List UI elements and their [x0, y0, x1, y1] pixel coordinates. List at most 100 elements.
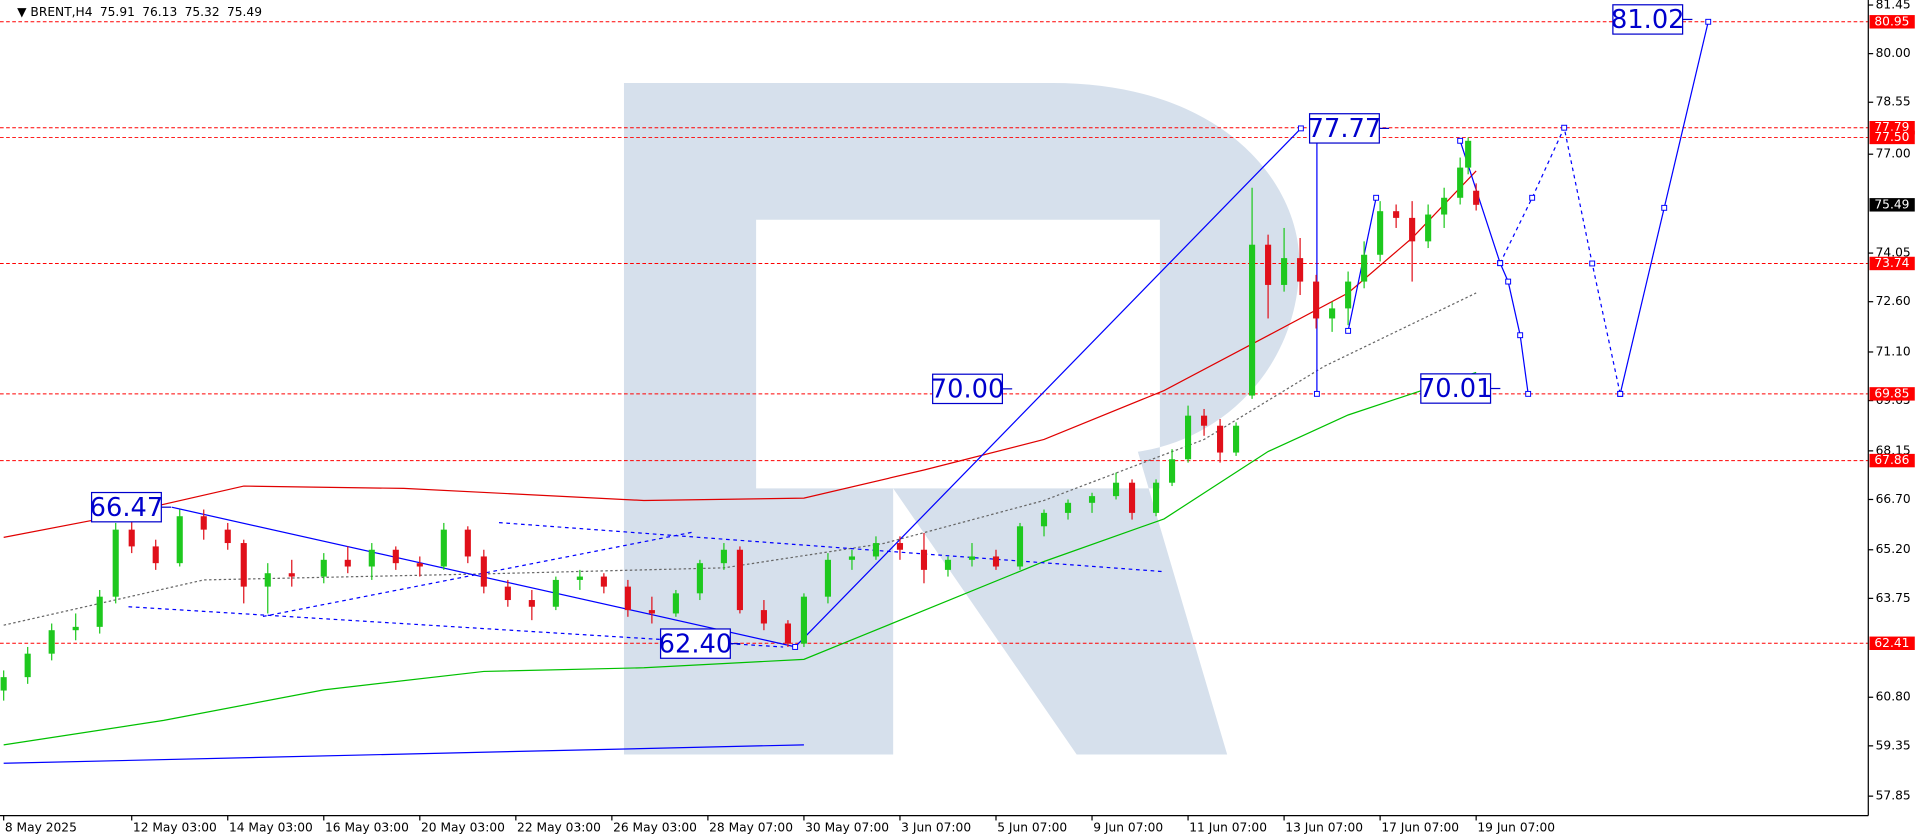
- x-tick-label: 17 Jun 07:00: [1381, 820, 1459, 834]
- candle-body: [848, 556, 856, 560]
- candle-body: [0, 677, 7, 691]
- x-tick-label: 19 Jun 07:00: [1477, 820, 1555, 834]
- candle-body: [464, 529, 471, 557]
- candle-body: [1088, 496, 1096, 503]
- chart-header: ▼ BRENT,H4 75.91 76.13 75.32 75.49: [17, 5, 262, 19]
- annotation-label: 62.40: [659, 629, 733, 659]
- line-vertex: [1529, 194, 1536, 201]
- candle-body: [344, 559, 351, 567]
- x-tick-label: 13 Jun 07:00: [1285, 820, 1363, 834]
- line-vertex: [1297, 125, 1304, 132]
- annotation-label: 70.01: [1419, 374, 1493, 404]
- candle-body: [1217, 425, 1224, 453]
- x-tick-label: 28 May 07:00: [709, 820, 793, 834]
- y-tick-label: 74.05: [1876, 246, 1911, 260]
- candle-body: [240, 543, 247, 587]
- trend-line: [794, 127, 1302, 648]
- candle-body: [1425, 214, 1432, 242]
- y-tick-label: 81.45: [1876, 0, 1911, 12]
- y-tick-label: 57.85: [1876, 789, 1911, 803]
- level-label: 80.95: [1874, 14, 1909, 28]
- x-tick-label: 11 Jun 07:00: [1189, 820, 1267, 834]
- line-vertex: [1313, 390, 1320, 397]
- candle-body: [720, 549, 727, 564]
- candle-body: [992, 556, 1000, 567]
- level-tag: [1869, 453, 1915, 468]
- annotation-label: 66.47: [90, 493, 164, 523]
- candle-body: [1409, 217, 1416, 242]
- candle-body: [368, 549, 375, 567]
- header-arrow: ▼: [17, 5, 30, 19]
- candle-body: [624, 586, 631, 611]
- x-tick-label: 16 May 03:00: [325, 820, 409, 834]
- candle-body: [320, 559, 327, 577]
- level-label: 67.86: [1874, 453, 1909, 467]
- x-tick-label: 14 May 03:00: [229, 820, 313, 834]
- annotation-label: 77.77: [1308, 114, 1382, 144]
- level-tag: [1869, 130, 1915, 145]
- level-tag: [1869, 256, 1915, 271]
- level-label: 77.50: [1874, 130, 1909, 144]
- candle-body: [1361, 254, 1368, 282]
- x-tick-label: 9 Jun 07:00: [1093, 820, 1163, 834]
- y-tick-label: 71.10: [1876, 344, 1911, 358]
- candle-body: [1465, 140, 1472, 168]
- line-vertex: [1457, 137, 1464, 144]
- candle-body: [48, 630, 55, 654]
- candle-body: [200, 516, 207, 530]
- line-vertex: [792, 644, 799, 650]
- candle-body: [1040, 512, 1048, 527]
- x-tick-label: 3 Jun 07:00: [901, 820, 971, 834]
- level-label: 73.74: [1874, 256, 1909, 270]
- level-tag: [1869, 387, 1915, 401]
- candle-body: [1112, 482, 1120, 497]
- candle-body: [1064, 502, 1072, 513]
- candle-body: [440, 529, 447, 567]
- candle-body: [1297, 258, 1304, 282]
- candle-body: [1201, 415, 1208, 426]
- candle-body: [152, 546, 159, 564]
- line-vertex: [1373, 194, 1380, 201]
- y-tick-label: 78.55: [1876, 95, 1911, 109]
- last-price-label: 75.49: [1874, 197, 1909, 211]
- header-close: 75.49: [227, 5, 262, 19]
- x-tick-label: 30 May 07:00: [805, 820, 889, 834]
- candle-body: [968, 556, 976, 560]
- candle-body: [896, 543, 904, 550]
- line-vertex: [1525, 390, 1532, 397]
- header-high: 76.13: [142, 5, 177, 19]
- candle-body: [392, 549, 399, 564]
- candle-body: [1168, 459, 1176, 483]
- candle-body: [944, 559, 952, 570]
- x-tick-label: 8 May 2025: [5, 820, 77, 834]
- candle-body: [416, 563, 423, 567]
- y-tick-label: 80.00: [1876, 46, 1911, 60]
- chart-title: BRENT,H4: [30, 5, 92, 19]
- annotation-box: [659, 628, 731, 659]
- plot-area: 66.47 62.40 70.00 77.77 70.01 81.02: [0, 4, 1869, 764]
- y-tick-label: 68.15: [1876, 443, 1911, 457]
- candle-body: [504, 586, 511, 601]
- line-vertex: [1661, 204, 1668, 211]
- candle-body: [224, 529, 231, 544]
- candle-body: [480, 556, 487, 587]
- watermark-logo: [623, 83, 1300, 755]
- line-vertex: [1589, 260, 1596, 267]
- y-tick-label: 72.60: [1876, 294, 1911, 308]
- header-open: 75.91: [100, 5, 135, 19]
- candle-body: [760, 610, 767, 624]
- candle-body: [1345, 281, 1352, 309]
- watermark-r: [623, 83, 1300, 755]
- candle-body: [552, 579, 559, 607]
- annotation-box: [1308, 113, 1380, 144]
- level-label: 62.41: [1874, 636, 1909, 650]
- candle-body: [1128, 482, 1136, 513]
- candle-body: [1457, 167, 1464, 198]
- candle-body: [288, 573, 295, 577]
- candle-body: [872, 543, 880, 557]
- line-vertex: [1497, 260, 1504, 267]
- trend-line: [498, 521, 1163, 573]
- candle-body: [784, 623, 791, 644]
- candle-body: [128, 529, 135, 547]
